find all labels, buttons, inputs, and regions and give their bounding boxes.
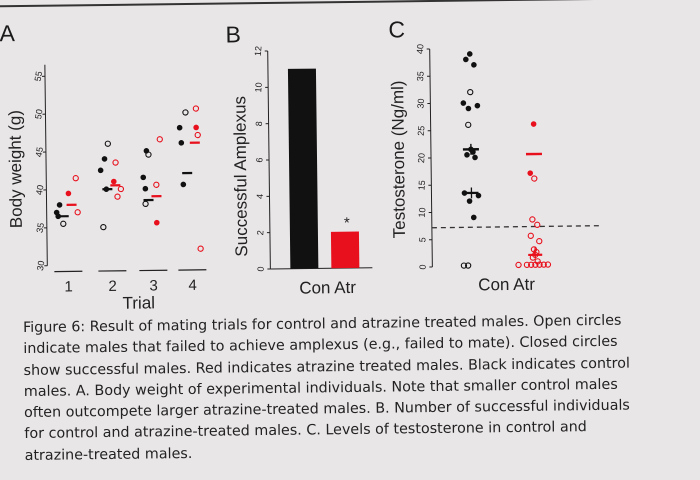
b-x-tick-labels: Con Atr — [299, 278, 356, 298]
a-atrazine-closed-point — [111, 179, 117, 185]
a-x-tick-label: 4 — [188, 277, 197, 294]
a-atrazine-open-point — [115, 194, 120, 199]
c-atrazine-open-point — [528, 233, 533, 238]
c-atrazine-closed-point — [527, 170, 533, 176]
a-atrazine-open-point — [73, 176, 78, 181]
c-control-closed-point — [472, 155, 478, 161]
b-y-tick-label: 4 — [255, 194, 265, 200]
a-atrazine-closed-point — [66, 191, 72, 197]
c-control-closed-point — [466, 106, 472, 112]
c-x-tick-labels: Con Atr — [478, 275, 535, 295]
c-control-closed-point — [467, 198, 473, 204]
c-y-tick-label: 35 — [415, 71, 426, 82]
c-control-closed-point — [471, 62, 477, 68]
c-atrazine-open-point — [535, 222, 540, 227]
c-control-closed-point — [475, 103, 481, 109]
c-y-tick-label: 30 — [415, 98, 426, 109]
a-control-closed-point — [98, 167, 104, 173]
c-atrazine-open-point — [532, 176, 537, 181]
c-atrazine-open-point — [516, 262, 521, 267]
a-control-open-point — [183, 110, 188, 115]
a-y-tick-label: 30 — [35, 260, 46, 272]
a-control-open-point — [61, 221, 66, 226]
a-atrazine-open-point — [154, 182, 159, 187]
a-atrazine-closed-point — [193, 125, 199, 131]
a-y-tick-label: 35 — [34, 222, 45, 234]
c-y-tick-label: 40 — [415, 44, 426, 55]
c-y-tick-label: 15 — [416, 180, 427, 191]
a-y-axis — [45, 65, 47, 266]
a-control-closed-point — [143, 186, 149, 192]
a-x-tick-label: 1 — [64, 278, 73, 295]
c-control-open-point — [468, 89, 473, 94]
c-y-tick-label: 5 — [417, 237, 427, 243]
a-x-tick-label: 2 — [108, 278, 117, 295]
c-y-axis-title: Testosterone (Ng/ml) — [388, 80, 409, 238]
c-control-open-point — [466, 122, 471, 127]
b-bar-atr — [331, 232, 359, 269]
a-control-closed-point — [57, 202, 63, 208]
a-control-closed-point — [177, 125, 183, 131]
a-atrazine-open-point — [198, 246, 203, 251]
b-significance-annotation: * — [344, 215, 350, 232]
c-control-closed-point — [471, 215, 477, 221]
b-y-tick-label: 0 — [256, 266, 266, 272]
a-x-tick-label: 3 — [149, 277, 158, 294]
a-atrazine-open-point — [113, 160, 118, 165]
b-y-tick-label: 8 — [254, 121, 264, 127]
c-control-closed-point — [464, 152, 470, 158]
c-reference-line — [432, 226, 600, 228]
a-atrazine-open-point — [193, 106, 198, 111]
a-atrazine-open-point — [195, 132, 200, 137]
c-atrazine-closed-point — [531, 121, 537, 127]
b-y-tick-label: 12 — [253, 46, 264, 57]
c-control-closed-point — [462, 190, 468, 196]
c-control-closed-point — [463, 57, 469, 63]
figure-caption: Figure 6: Result of mating trials for co… — [23, 310, 645, 467]
b-bar-con — [288, 69, 318, 269]
a-y-tick-label: 40 — [34, 184, 45, 196]
a-atrazine-closed-point — [154, 220, 160, 226]
c-atrazine-open-point — [530, 217, 535, 222]
a-control-open-point — [101, 224, 106, 229]
a-y-tick-label: 45 — [34, 146, 45, 158]
b-y-tick-label: 10 — [253, 82, 264, 93]
c-y-tick-label: 25 — [416, 125, 427, 136]
a-control-open-point — [146, 152, 151, 157]
c-control-closed-point — [467, 51, 473, 57]
a-control-closed-point — [104, 186, 110, 192]
a-control-closed-point — [178, 140, 184, 146]
a-atrazine-open-point — [75, 210, 80, 215]
a-atrazine-open-point — [157, 137, 162, 142]
c-atrazine-open-point — [537, 239, 542, 244]
b-y-tick-label: 2 — [255, 230, 265, 236]
a-control-open-point — [105, 141, 110, 146]
c-control-closed-point — [461, 100, 467, 106]
b-y-tick-label: 6 — [254, 157, 264, 163]
a-control-closed-point — [180, 182, 186, 188]
a-control-closed-point — [102, 156, 108, 162]
a-y-tick-label: 50 — [33, 108, 44, 120]
c-y-tick-label: 10 — [417, 207, 428, 218]
a-x-axis-title: Trial — [122, 293, 155, 312]
a-control-closed-point — [140, 175, 146, 181]
a-y-tick-label: 55 — [33, 71, 44, 83]
c-y-tick-label: 0 — [418, 264, 428, 270]
a-y-axis-title: Body weight (g) — [5, 110, 25, 228]
a-control-open-point — [143, 201, 148, 206]
c-y-tick-label: 20 — [416, 153, 427, 164]
b-y-axis-title: Successful Amplexus — [230, 96, 251, 257]
a-atrazine-open-point — [118, 186, 123, 191]
